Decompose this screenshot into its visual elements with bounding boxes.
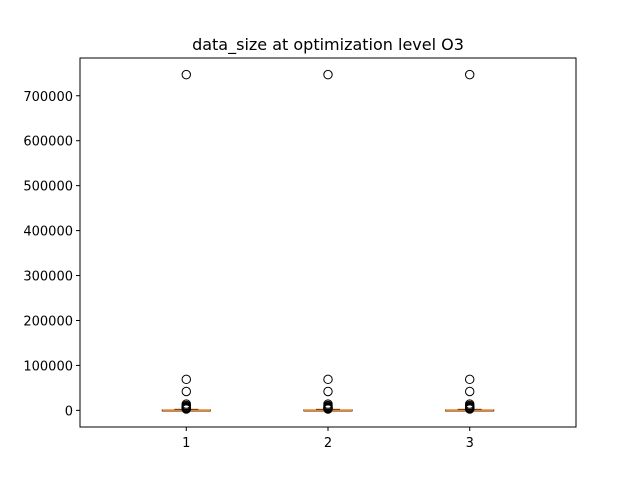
x-tick-label-3: 3	[466, 436, 474, 451]
box-2	[303, 69, 353, 414]
chart-title: data_size at optimization level O3	[192, 35, 464, 55]
box-1	[161, 69, 211, 414]
x-axis: 1 2 3	[182, 427, 474, 451]
outlier-point-2-11	[323, 404, 333, 414]
box-3	[445, 69, 495, 414]
y-tick-label-400000: 400000	[23, 225, 73, 240]
outlier-point-2-1	[323, 374, 333, 385]
outlier-point-1-2	[181, 386, 191, 397]
y-tick-label-0: 0	[65, 404, 73, 419]
y-tick-label-700000: 700000	[23, 90, 73, 105]
outlier-point-2-2	[323, 386, 333, 397]
y-tick-label-300000: 300000	[23, 270, 73, 285]
outlier-point-2-0	[323, 69, 333, 80]
y-tick-label-600000: 600000	[23, 135, 73, 150]
outlier-point-3-1	[465, 374, 475, 385]
y-tick-label-500000: 500000	[23, 180, 73, 195]
plot-area-frame	[79, 57, 577, 428]
outlier-point-1-1	[181, 374, 191, 385]
outlier-point-3-2	[465, 386, 475, 397]
outlier-point-3-11	[465, 404, 475, 414]
outlier-point-1-0	[181, 69, 191, 80]
x-tick-label-1: 1	[182, 436, 190, 451]
outlier-point-1-11	[181, 404, 191, 414]
outlier-point-3-0	[465, 69, 475, 80]
boxes-group	[161, 69, 495, 414]
y-axis: 0 100000 200000 300000 400000 500000 600000 700…	[23, 90, 80, 419]
x-tick-label-2: 2	[324, 436, 332, 451]
y-tick-label-100000: 100000	[23, 359, 73, 374]
y-tick-label-200000: 200000	[23, 314, 73, 329]
